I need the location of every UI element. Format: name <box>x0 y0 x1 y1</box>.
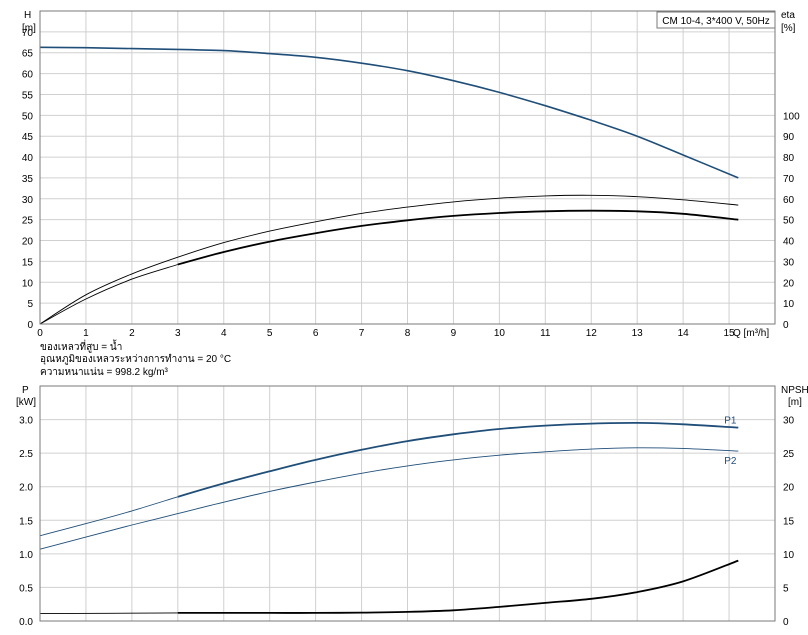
top-curve-h <box>39 46 739 179</box>
x-tick-label: 1 <box>83 328 89 339</box>
bottom-curve-npsh <box>39 612 178 615</box>
x-tick-label: 5 <box>267 328 273 339</box>
tick-labels: 0 1 2 3 4 5 6 7 8 9 10 11 12 13 14 15051015202530354045… <box>19 28 800 628</box>
top-curves <box>39 46 739 325</box>
series-label-p1: P1 <box>724 416 737 427</box>
top-right-tick-label: 50 <box>783 216 795 227</box>
top-left-tick-label: 25 <box>22 216 34 227</box>
legend-box-text: CM 10-4, 3*400 V, 50Hz <box>662 16 769 27</box>
top-right-tick-label: 70 <box>783 174 795 185</box>
bottom-grid <box>40 386 775 621</box>
top-right-tick-label: 40 <box>783 237 795 248</box>
top-right-axis-label-1: eta <box>781 10 795 21</box>
top-left-tick-label: 65 <box>22 49 34 60</box>
bottom-curve-p2 <box>39 447 739 550</box>
top-right-tick-label: 60 <box>783 195 795 206</box>
bottom-left-tick-label: 1.0 <box>19 550 33 561</box>
bottom-curve-npsh <box>177 559 739 614</box>
x-tick-label: 12 <box>586 328 598 339</box>
top-left-tick-label: 0 <box>27 320 33 331</box>
note-density: ความหนาแน่น = 998.2 kg/m³ <box>40 367 169 378</box>
top-left-tick-label: 55 <box>22 90 34 101</box>
top-left-tick-label: 45 <box>22 132 34 143</box>
top-right-axis-label-2: [%] <box>781 23 796 34</box>
x-tick-label: 6 <box>313 328 319 339</box>
x-axis-label: Q [m³/h] <box>733 328 769 339</box>
x-tick-label: 10 <box>494 328 506 339</box>
bottom-right-tick-label: 30 <box>783 416 795 427</box>
top-left-tick-label: 30 <box>22 195 34 206</box>
bottom-right-tick-label: 10 <box>783 550 795 561</box>
bottom-left-tick-label: 0.5 <box>19 583 33 594</box>
top-left-tick-label: 40 <box>22 153 34 164</box>
top-right-tick-label: 100 <box>783 111 800 122</box>
bottom-right-tick-label: 25 <box>783 449 795 460</box>
note-liquid: ของเหลวที่สูบ = น้ำ <box>40 339 122 353</box>
top-curve-eta-thick <box>177 209 739 266</box>
bottom-left-axis-label-1: P <box>22 385 29 396</box>
top-left-tick-label: 60 <box>22 70 34 81</box>
top-right-tick-label: 0 <box>783 320 789 331</box>
bottom-right-tick-label: 15 <box>783 516 795 527</box>
bottom-right-tick-label: 20 <box>783 483 795 494</box>
top-right-tick-label: 90 <box>783 132 795 143</box>
x-tick-label: 9 <box>451 328 457 339</box>
bottom-curve-p1 <box>39 496 178 537</box>
bottom-plot-frame <box>39 385 776 622</box>
top-right-tick-label: 80 <box>783 153 795 164</box>
x-tick-label: 8 <box>405 328 411 339</box>
top-right-tick-label: 20 <box>783 278 795 289</box>
bottom-right-tick-label: 0 <box>783 617 789 628</box>
top-plot-frame <box>39 10 776 325</box>
x-tick-label: 7 <box>359 328 365 339</box>
x-tick-label: 0 <box>37 328 43 339</box>
x-tick-label: 2 <box>129 328 135 339</box>
top-left-tick-label: 20 <box>22 237 34 248</box>
top-left-tick-label: 70 <box>22 28 34 39</box>
series-label-p2: P2 <box>724 456 737 467</box>
top-grid <box>40 11 775 324</box>
top-curve-eta-thin <box>39 194 739 325</box>
bottom-right-tick-label: 5 <box>783 583 789 594</box>
top-curve-eta-early <box>39 264 178 325</box>
top-left-tick-label: 10 <box>22 278 34 289</box>
bottom-left-tick-label: 3.0 <box>19 416 33 427</box>
top-left-tick-label: 50 <box>22 111 34 122</box>
top-right-tick-label: 30 <box>783 257 795 268</box>
bottom-left-tick-label: 0.0 <box>19 617 33 628</box>
top-left-axis-label-1: H <box>24 10 31 21</box>
bottom-right-axis-label-2: [m] <box>788 397 802 408</box>
bottom-left-tick-label: 2.0 <box>19 483 33 494</box>
top-left-tick-label: 5 <box>27 299 33 310</box>
x-tick-label: 13 <box>632 328 644 339</box>
bottom-curves <box>39 421 739 615</box>
x-tick-label: 14 <box>678 328 690 339</box>
bottom-left-tick-label: 2.5 <box>19 449 33 460</box>
bottom-left-axis-label-2: [kW] <box>16 397 36 408</box>
bottom-right-axis-label-1: NPSH <box>781 385 808 396</box>
top-right-tick-label: 10 <box>783 299 795 310</box>
bottom-curve-p1 <box>177 421 739 498</box>
note-temperature: อุณหภูมิของเหลวระหว่างการทำงาน = 20 °C <box>40 354 231 365</box>
top-left-axis-label-2: [m] <box>22 23 36 34</box>
top-left-tick-label: 15 <box>22 257 34 268</box>
x-tick-label: 4 <box>221 328 227 339</box>
top-left-tick-label: 35 <box>22 174 34 185</box>
bottom-left-tick-label: 1.5 <box>19 516 33 527</box>
x-tick-label: 15 <box>724 328 736 339</box>
x-tick-label: 11 <box>540 328 551 339</box>
x-tick-label: 3 <box>175 328 181 339</box>
